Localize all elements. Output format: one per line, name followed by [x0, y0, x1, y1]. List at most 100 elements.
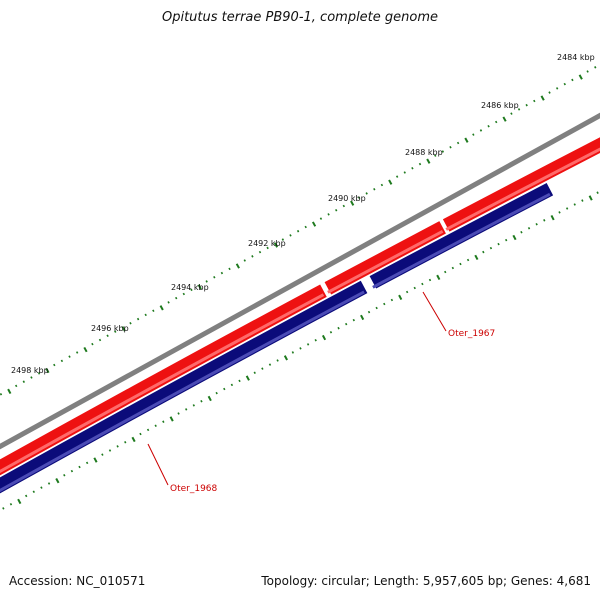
- outer-scale-minor-tick: [152, 309, 155, 312]
- inner-scale-minor-tick: [124, 440, 127, 444]
- outer-scale-minor-tick: [266, 246, 269, 250]
- outer-scale-minor-tick: [472, 133, 475, 136]
- inner-scale-minor-tick: [451, 266, 455, 270]
- inner-scale-minor-tick: [444, 270, 447, 274]
- inner-scale-major-tick: [207, 395, 212, 402]
- inner-scale-minor-tick: [261, 367, 264, 370]
- inner-scale-minor-tick: [192, 404, 195, 407]
- scale-labels: 2484 kbp 2486 kbp 2488 kbp 2490 kbp 2492…: [11, 53, 595, 375]
- inner-scale-minor-tick: [329, 330, 333, 334]
- gene-labels: Oter_1967 Oter_1968: [147, 291, 495, 494]
- outer-scale-minor-tick: [53, 363, 56, 367]
- outer-scale-minor-tick: [289, 234, 292, 237]
- inner-scale-major-tick: [55, 477, 60, 484]
- outer-scale-minor-tick: [373, 187, 376, 191]
- reverse-gene-shading: [0, 166, 600, 493]
- outer-scale-minor-tick: [68, 355, 71, 358]
- inner-scale-minor-tick: [47, 482, 51, 485]
- outer-scale-major-tick: [83, 346, 88, 353]
- outer-scale-minor-tick: [22, 380, 25, 383]
- inner-scale-minor-tick: [428, 278, 432, 282]
- outer-scale-minor-tick: [357, 196, 361, 199]
- outer-scale-major-tick: [7, 388, 12, 395]
- outer-scale-minor-tick: [403, 171, 406, 174]
- gene-label-oter-1968[interactable]: Oter_1968: [170, 484, 218, 494]
- outer-scale-minor-tick: [91, 342, 94, 346]
- inner-scale-minor-tick: [390, 298, 394, 302]
- outer-scale-minor-tick: [75, 351, 79, 354]
- inner-scale-major-tick: [474, 254, 479, 261]
- inner-scale-minor-tick: [383, 302, 386, 306]
- outer-scale-minor-tick: [456, 141, 460, 145]
- outer-scale-minor-tick: [449, 145, 452, 149]
- outer-scale-minor-tick: [525, 103, 528, 107]
- inner-scale-minor-tick: [70, 469, 74, 473]
- outer-scale-minor-tick: [434, 154, 437, 157]
- inner-scale-minor-tick: [108, 449, 112, 452]
- scale-label-2496: 2496 kbp: [91, 324, 129, 333]
- outer-scale-minor-tick: [167, 301, 170, 304]
- inner-scale-minor-tick: [32, 490, 35, 494]
- inner-scale-minor-tick: [573, 203, 576, 206]
- outer-scale-major-tick: [540, 95, 545, 101]
- outer-scale-minor-tick: [220, 271, 224, 275]
- outer-scale-minor-tick: [0, 392, 3, 396]
- scale-label-2486: 2486 kbp: [481, 101, 519, 110]
- outer-scale-minor-tick: [533, 99, 536, 103]
- scale-label-2490: 2490 kbp: [328, 194, 366, 203]
- inner-scale-minor-tick: [40, 486, 43, 489]
- inner-scale-major-tick: [245, 375, 250, 381]
- outer-scale-minor-tick: [563, 82, 566, 86]
- outer-scale-minor-tick: [495, 120, 498, 124]
- scale-label-2488: 2488 kbp: [405, 148, 443, 157]
- inner-scale-minor-tick: [345, 322, 348, 326]
- outer-scale-minor-tick: [441, 150, 445, 153]
- inner-scale-minor-tick: [78, 465, 81, 469]
- inner-scale-major-tick: [17, 498, 22, 505]
- inner-scale-minor-tick: [162, 420, 165, 423]
- outer-scale-minor-tick: [342, 204, 345, 208]
- inner-scale-minor-tick: [413, 286, 416, 290]
- inner-scale-minor-tick: [276, 359, 279, 362]
- inner-scale-major-tick: [283, 355, 288, 361]
- inner-scale-major-tick: [93, 457, 98, 463]
- outer-scale-minor-tick: [106, 334, 109, 338]
- inner-scale-major-tick: [169, 416, 174, 422]
- inner-scale-minor-tick: [238, 379, 241, 383]
- outer-scale-major-tick: [502, 116, 507, 122]
- outer-scale-minor-tick: [144, 313, 147, 317]
- outer-scale-minor-tick: [243, 259, 246, 262]
- inner-scale-minor-tick: [596, 191, 599, 194]
- inner-scale-minor-tick: [482, 250, 485, 254]
- inner-scale-minor-tick: [299, 347, 302, 350]
- inner-scale-minor-tick: [421, 282, 424, 286]
- outer-scale-major-tick: [121, 326, 126, 332]
- inner-scale-minor-tick: [146, 428, 150, 432]
- outer-scale-minor-tick: [15, 384, 18, 388]
- scale-ticks: [0, 66, 599, 510]
- inner-scale-minor-tick: [223, 387, 226, 391]
- inner-scale-minor-tick: [306, 343, 310, 346]
- inner-scale-minor-tick: [497, 242, 500, 246]
- outer-scale-major-tick: [426, 158, 431, 164]
- inner-scale-major-tick: [550, 215, 555, 221]
- inner-scale-minor-tick: [85, 461, 89, 465]
- inner-scale-minor-tick: [185, 408, 188, 411]
- inner-scale-major-tick: [588, 195, 593, 201]
- inner-scale-minor-tick: [466, 258, 470, 262]
- genome-title: Opitutus terrae PB90-1, complete genome: [161, 10, 439, 25]
- outer-scale-minor-tick: [37, 372, 41, 375]
- inner-scale-minor-tick: [291, 351, 295, 354]
- outer-scale-minor-tick: [571, 78, 574, 82]
- inner-scale-minor-tick: [314, 339, 317, 342]
- outer-scale-major-tick: [159, 305, 164, 311]
- outer-scale-major-tick: [464, 137, 469, 143]
- backbone-track: [0, 112, 600, 450]
- topology-summary: Topology: circular; Length: 5,957,605 bp…: [261, 574, 591, 588]
- outer-scale-minor-tick: [487, 124, 490, 128]
- outer-scale-minor-tick: [281, 238, 285, 241]
- gene-label-oter-1967[interactable]: Oter_1967: [448, 329, 495, 339]
- feature-tracks: [0, 112, 600, 494]
